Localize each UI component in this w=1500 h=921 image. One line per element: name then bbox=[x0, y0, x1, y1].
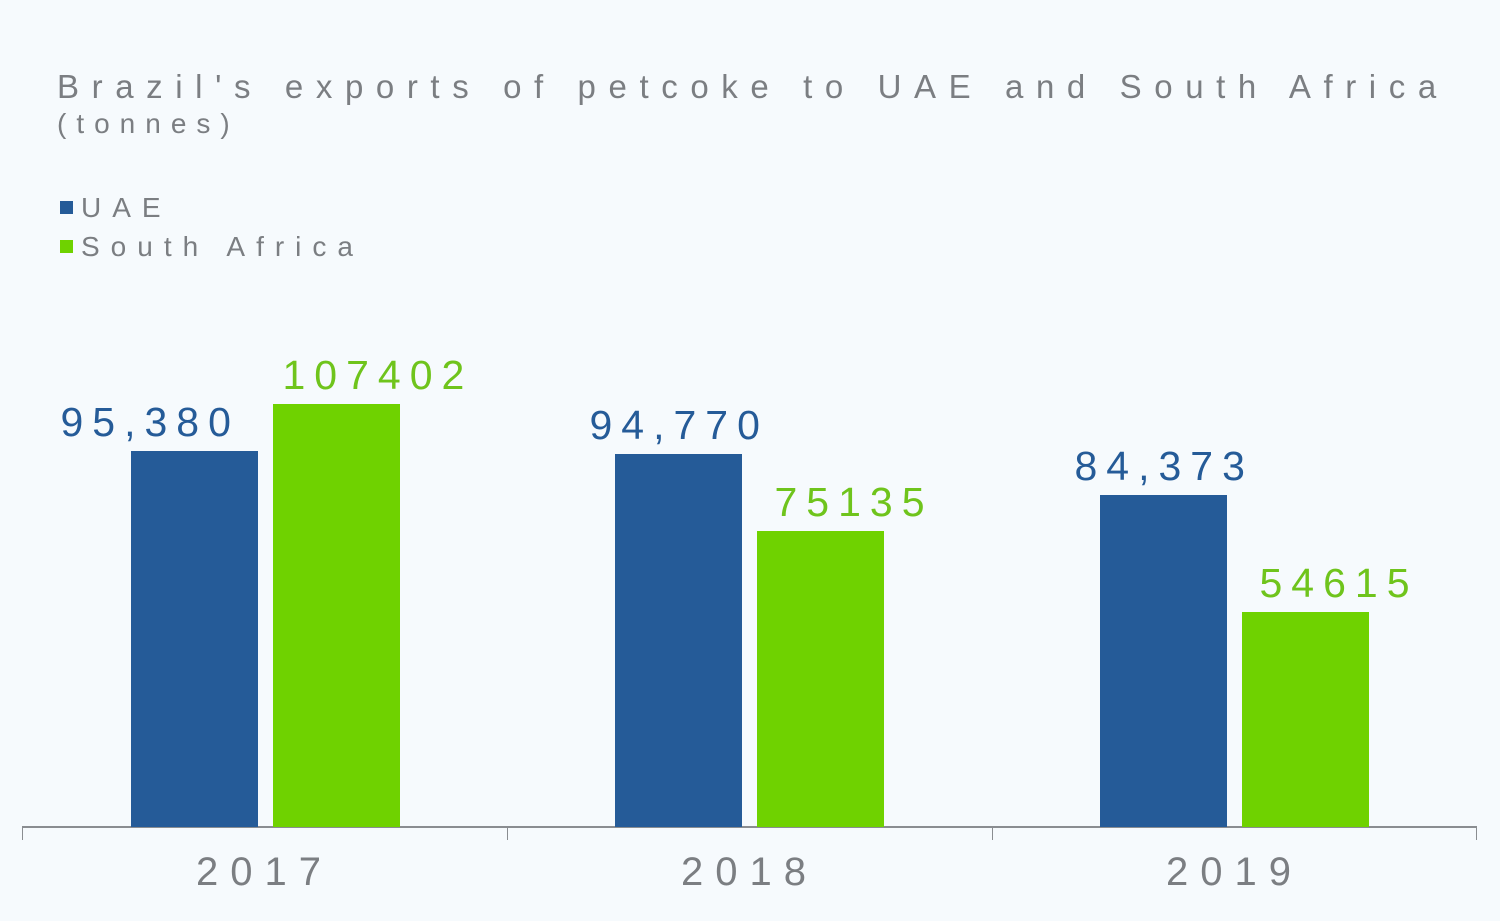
legend-item-south-africa: South Africa bbox=[60, 227, 364, 266]
legend-swatch-south-africa bbox=[60, 240, 73, 253]
legend-label-south-africa: South Africa bbox=[81, 230, 364, 262]
bar-south-africa-2019 bbox=[1242, 612, 1369, 827]
x-axis-tick bbox=[1476, 827, 1477, 840]
legend-swatch-uae bbox=[60, 201, 73, 214]
bar-uae-2019 bbox=[1100, 495, 1227, 827]
chart-subtitle: (tonnes) bbox=[57, 108, 240, 139]
chart-title: Brazil's exports of petcoke to UAE and S… bbox=[57, 68, 1449, 105]
data-label-uae-2019: 84,373 bbox=[1074, 443, 1254, 489]
x-axis-label-2017: 2017 bbox=[196, 850, 333, 894]
bar-south-africa-2017 bbox=[273, 404, 400, 827]
data-label-uae-2017: 95,380 bbox=[60, 399, 240, 445]
bar-uae-2017 bbox=[131, 451, 258, 827]
x-axis-line bbox=[22, 826, 1477, 828]
x-axis-tick bbox=[992, 827, 993, 840]
x-axis-tick bbox=[22, 827, 23, 840]
x-axis-label-2019: 2019 bbox=[1166, 850, 1303, 894]
legend-item-uae: UAE bbox=[60, 188, 364, 227]
legend: UAE South Africa bbox=[60, 188, 364, 266]
x-axis-label-2018: 2018 bbox=[681, 850, 818, 894]
data-label-south-africa-2018: 75135 bbox=[774, 479, 934, 525]
bar-south-africa-2018 bbox=[757, 531, 884, 827]
data-label-uae-2018: 94,770 bbox=[589, 402, 769, 448]
legend-label-uae: UAE bbox=[81, 191, 172, 223]
bar-uae-2018 bbox=[615, 454, 742, 827]
x-axis-tick bbox=[507, 827, 508, 840]
data-label-south-africa-2017: 107402 bbox=[282, 352, 474, 398]
data-label-south-africa-2019: 54615 bbox=[1259, 560, 1419, 606]
